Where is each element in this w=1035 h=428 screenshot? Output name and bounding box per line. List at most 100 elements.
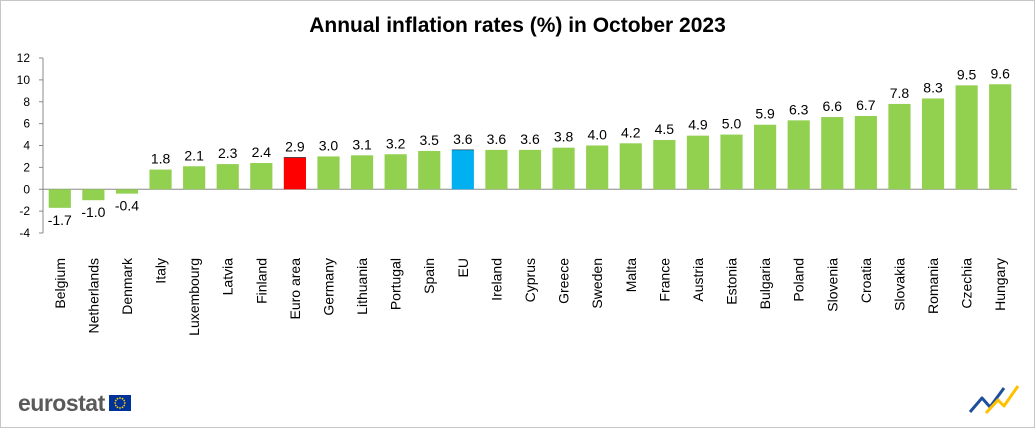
bar <box>787 120 810 190</box>
category-label: Italy <box>153 258 169 284</box>
bar <box>586 145 609 190</box>
y-tick-label: 0 <box>23 182 30 196</box>
bar <box>115 189 139 194</box>
bar <box>854 115 877 190</box>
bar <box>350 155 374 190</box>
data-label: 3.6 <box>487 131 507 147</box>
bar <box>619 143 642 190</box>
eurostat-logo: eurostat <box>18 390 131 416</box>
category-label: France <box>656 258 672 302</box>
bar <box>384 154 407 190</box>
data-label: 3.6 <box>520 131 540 147</box>
bar <box>82 189 105 201</box>
category-label: Slovenia <box>824 258 840 312</box>
category-label: Luxembourg <box>186 258 202 336</box>
bar <box>989 84 1012 190</box>
bar <box>720 134 743 190</box>
data-label: 3.2 <box>386 135 406 151</box>
bar <box>451 149 474 190</box>
y-tick-label: -4 <box>19 226 30 240</box>
bar <box>250 163 273 190</box>
bar <box>552 147 575 190</box>
data-label: 4.0 <box>587 127 607 143</box>
category-label: Hungary <box>992 258 1008 311</box>
bar <box>955 85 978 190</box>
category-label: Germany <box>320 258 336 316</box>
category-label: Romania <box>925 258 941 314</box>
data-label: -1.7 <box>48 212 72 228</box>
bar <box>754 124 777 190</box>
data-label: 9.5 <box>957 66 977 82</box>
data-label: 2.4 <box>252 144 272 160</box>
data-label: 6.6 <box>823 98 843 114</box>
data-label: 8.3 <box>923 79 943 95</box>
y-tick-label: 4 <box>23 139 30 153</box>
data-label: -0.4 <box>115 198 139 214</box>
category-label: Cyprus <box>522 258 538 302</box>
y-tick-label: 10 <box>17 73 31 87</box>
eu-flag-icon <box>108 395 131 411</box>
data-label: 3.8 <box>554 129 574 145</box>
bar <box>485 149 508 190</box>
category-label: Malta <box>623 258 639 292</box>
category-label: Spain <box>421 258 437 294</box>
bar <box>686 135 710 190</box>
data-label: 2.3 <box>218 145 238 161</box>
statistics-swoosh-icon <box>968 385 1020 415</box>
eurostat-logo-text: eurostat <box>18 389 105 416</box>
label-layer: -1.7 Belgium -1.0 Netherlands -0.4 Denmark 1.8… <box>48 65 1010 336</box>
category-label: Greece <box>556 258 572 304</box>
bar <box>653 140 676 190</box>
category-label: Lithuania <box>354 258 370 315</box>
data-label: 3.1 <box>352 136 372 152</box>
chart-title: Annual inflation rates (%) in October 20… <box>309 14 726 37</box>
y-tick-label: -2 <box>19 204 30 218</box>
data-label: 7.8 <box>890 85 910 101</box>
y-tick-label: 12 <box>17 51 31 65</box>
bar <box>283 157 306 190</box>
category-label: Bulgaria <box>757 258 773 310</box>
data-label: 5.0 <box>722 116 742 132</box>
bar <box>48 189 71 208</box>
category-label: Estonia <box>724 258 740 305</box>
data-label: 4.9 <box>688 117 708 133</box>
category-label: Ireland <box>488 258 504 301</box>
category-label: Denmark <box>119 257 135 315</box>
data-label: 4.2 <box>621 124 641 140</box>
bar <box>518 149 542 190</box>
category-label: EU <box>455 258 471 277</box>
category-label: Portugal <box>388 258 404 310</box>
y-tick-label: 2 <box>23 160 30 174</box>
bar <box>317 156 340 190</box>
data-label: 5.9 <box>755 106 775 122</box>
category-label: Croatia <box>858 258 874 303</box>
bar <box>921 98 945 190</box>
data-label: 1.8 <box>151 151 171 167</box>
y-tick-label: 6 <box>23 117 30 131</box>
bar <box>216 164 239 190</box>
data-label: 2.1 <box>184 147 204 163</box>
category-label: Belgium <box>52 258 68 309</box>
bar <box>149 169 172 190</box>
category-label: Slovakia <box>891 258 907 311</box>
data-label: 3.6 <box>453 131 473 147</box>
data-label: 2.9 <box>285 139 305 155</box>
bar <box>183 166 206 190</box>
category-label: Latvia <box>220 258 236 296</box>
data-label: 3.5 <box>420 132 440 148</box>
category-label: Netherlands <box>85 258 101 334</box>
bar <box>821 117 844 190</box>
y-tick-label: 8 <box>23 95 30 109</box>
category-label: Czechia <box>959 258 975 309</box>
data-label: -1.0 <box>81 204 105 220</box>
data-label: 3.0 <box>319 137 339 153</box>
category-label: Austria <box>690 258 706 302</box>
category-label: Finland <box>253 258 269 304</box>
axis-layer: -4 -2 0 2 4 6 8 10 12 <box>17 51 1017 240</box>
category-label: Euro area <box>287 258 303 320</box>
bar-layer <box>48 84 1012 208</box>
data-label: 6.3 <box>789 101 809 117</box>
data-label: 6.7 <box>856 97 876 113</box>
